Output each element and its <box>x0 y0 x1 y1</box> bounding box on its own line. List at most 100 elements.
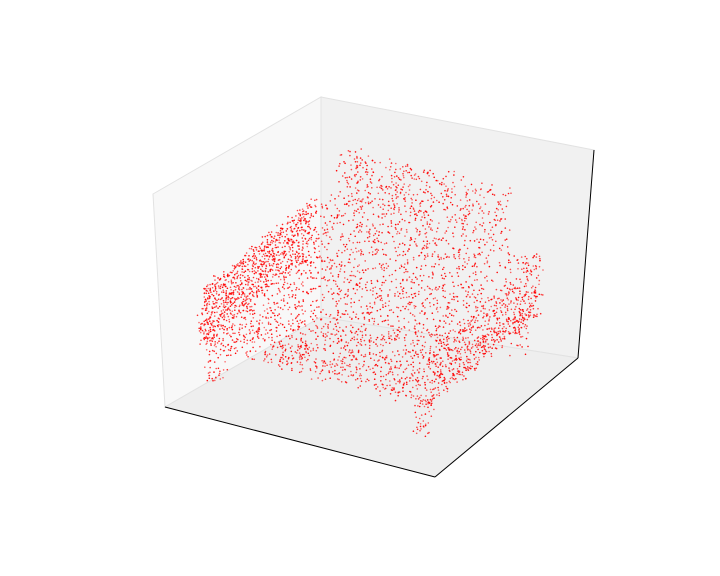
scatter-point <box>508 303 510 305</box>
scatter-point <box>395 335 397 337</box>
scatter-point <box>452 281 454 284</box>
scatter-point <box>336 329 338 332</box>
scatter-point <box>423 244 426 247</box>
scatter-point <box>514 318 516 320</box>
scatter-point <box>459 209 462 211</box>
scatter-point <box>314 362 317 364</box>
scatter-point <box>210 344 212 347</box>
scatter-point <box>215 305 218 307</box>
scatter-point <box>439 369 442 371</box>
scatter-point <box>377 360 379 362</box>
scatter-point <box>526 275 528 278</box>
scatter-point <box>434 263 437 265</box>
scatter-point <box>418 339 420 342</box>
scatter-point <box>393 206 396 208</box>
scatter-point <box>532 265 535 267</box>
scatter-point <box>431 289 434 291</box>
scatter-point <box>486 338 488 341</box>
scatter-point <box>390 358 392 361</box>
scatter-point <box>444 290 446 293</box>
scatter-point <box>339 316 342 318</box>
scatter-point <box>471 209 474 211</box>
scatter-point <box>402 186 404 188</box>
scatter-point <box>489 188 492 191</box>
scatter-point <box>324 333 327 335</box>
scatter-point <box>537 307 539 310</box>
scatter-point <box>406 231 408 233</box>
scatter-point <box>461 222 463 225</box>
scatter-point <box>468 367 471 369</box>
scatter-point <box>348 205 350 207</box>
scatter-point <box>503 303 505 305</box>
scatter-point <box>501 314 504 316</box>
scatter-point <box>298 264 300 266</box>
scatter-point <box>498 261 501 264</box>
scatter-point <box>431 379 434 382</box>
scatter-point <box>498 317 501 320</box>
scatter-point <box>465 369 467 372</box>
scatter-point <box>402 371 405 373</box>
scatter-point <box>510 283 512 286</box>
scatter-point <box>253 257 256 260</box>
scatter-point <box>437 366 440 369</box>
scatter-point <box>435 329 438 332</box>
scatter-point <box>258 322 260 325</box>
scatter-point <box>303 229 305 231</box>
scatter-point <box>281 323 284 326</box>
scatter-point <box>255 258 258 261</box>
scatter-point <box>297 269 300 272</box>
scatter-point <box>249 350 252 353</box>
scatter-point <box>529 269 532 272</box>
scatter-point <box>271 247 274 250</box>
scatter-point <box>499 330 501 332</box>
scatter-point <box>439 376 442 379</box>
scatter-point <box>282 271 285 273</box>
scatter-point <box>377 323 380 326</box>
scatter-point <box>289 337 291 340</box>
scatter-point <box>269 270 272 273</box>
scatter-point <box>225 299 227 301</box>
scatter-point <box>373 303 376 305</box>
scatter-point <box>370 182 373 184</box>
scatter-point <box>211 322 214 324</box>
scatter-point <box>333 217 336 219</box>
scatter-point <box>379 206 382 208</box>
scatter-point <box>491 336 494 339</box>
scatter-point <box>426 172 429 174</box>
scatter-point <box>400 328 403 330</box>
scatter-point <box>224 361 226 363</box>
scatter-point <box>324 349 327 352</box>
scatter-point <box>473 296 476 298</box>
scatter-point <box>334 372 336 375</box>
scatter-point <box>388 300 391 303</box>
scatter-point <box>284 272 287 274</box>
scatter-point <box>398 367 401 370</box>
scatter-point <box>358 225 361 227</box>
scatter-point <box>415 178 418 181</box>
scatter-point <box>366 236 369 239</box>
scatter-point <box>246 307 249 310</box>
scatter-point <box>499 336 501 339</box>
scatter-point <box>486 260 489 263</box>
scatter-point <box>367 312 370 314</box>
scatter-point <box>254 266 257 269</box>
scatter-point <box>373 301 376 304</box>
scatter-point <box>462 336 464 339</box>
scatter-point <box>423 336 425 338</box>
scatter-point <box>372 290 374 292</box>
scatter-point <box>473 354 476 356</box>
scatter-point <box>356 161 359 163</box>
scatter-point <box>340 381 343 383</box>
scatter-point <box>476 337 479 339</box>
scatter-point <box>476 299 478 302</box>
scatter-point <box>465 191 468 194</box>
scatter-point <box>209 366 211 369</box>
scatter-point <box>429 352 431 354</box>
scatter-point <box>504 284 507 287</box>
scatter-point <box>366 184 369 186</box>
scatter-point <box>309 262 312 265</box>
scatter-point <box>208 374 211 377</box>
scatter-point <box>337 359 339 361</box>
scatter-point <box>301 213 304 216</box>
scatter-point <box>264 352 266 354</box>
